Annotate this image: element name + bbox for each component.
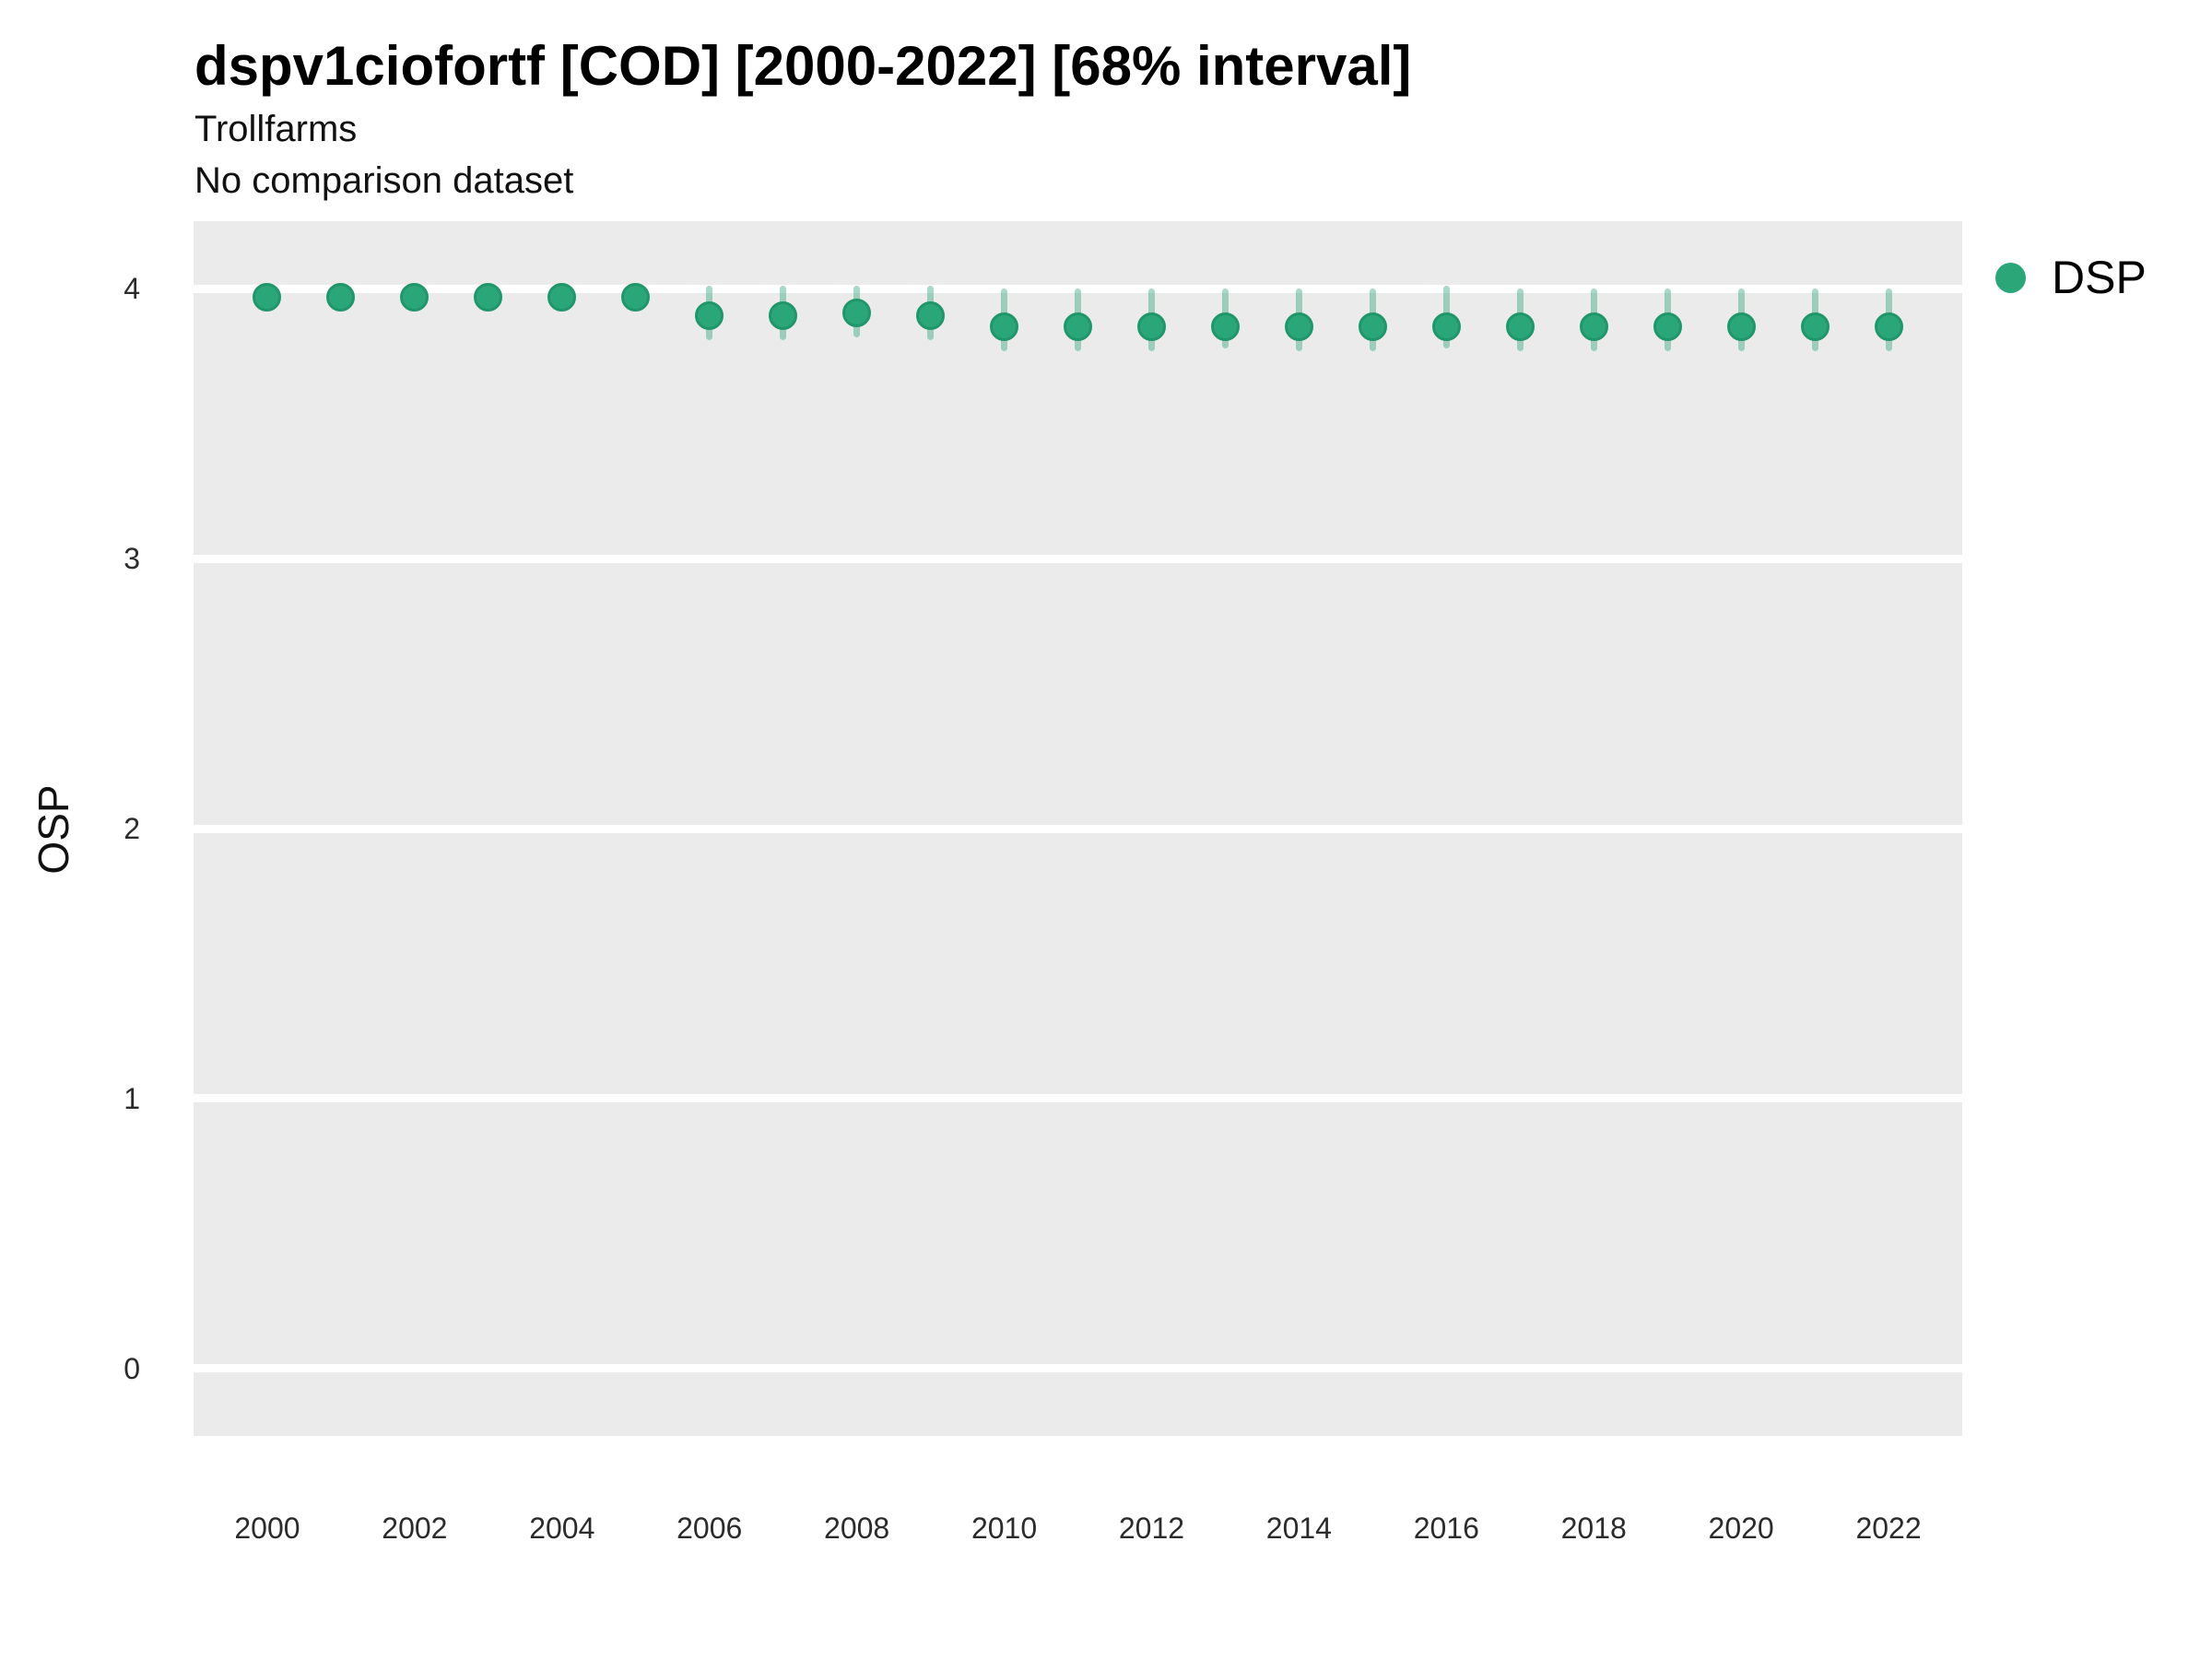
y-tick-label-4: 4: [124, 272, 140, 306]
x-tick-label-2004: 2004: [529, 1512, 595, 1545]
x-tick-label-2020: 2020: [1708, 1512, 1774, 1545]
data-point-2003: [474, 282, 503, 312]
data-point-2014: [1284, 312, 1313, 341]
data-point-2013: [1210, 312, 1240, 341]
data-point-2021: [1800, 312, 1830, 341]
data-point-2004: [547, 282, 577, 312]
data-point-2007: [769, 301, 798, 330]
data-point-2009: [916, 301, 946, 330]
data-point-2000: [253, 282, 282, 312]
y-gridline-4: [194, 284, 1962, 293]
data-point-2006: [695, 301, 724, 330]
y-gridline-2: [194, 824, 1962, 833]
y-tick-label-0: 0: [124, 1351, 140, 1385]
data-point-2008: [842, 299, 872, 328]
x-tick-label-2002: 2002: [382, 1512, 448, 1545]
x-tick-label-2006: 2006: [677, 1512, 743, 1545]
data-point-2005: [621, 282, 651, 312]
data-point-2019: [1653, 312, 1682, 341]
y-tick-label-2: 2: [124, 812, 140, 845]
x-tick-label-2022: 2022: [1855, 1512, 1922, 1545]
data-point-2016: [1431, 312, 1461, 341]
legend-label: DSP: [2052, 252, 2147, 303]
data-point-2011: [1064, 312, 1092, 341]
legend-swatch-circle: [1995, 262, 2026, 293]
chart-note: No comparison dataset: [194, 160, 574, 201]
data-point-2001: [326, 282, 356, 312]
data-point-2017: [1505, 312, 1535, 341]
x-tick-label-2008: 2008: [824, 1512, 890, 1545]
chart-title: dspv1ciofortf [COD] [2000-2022] [68% int…: [194, 35, 1412, 97]
x-tick-label-2000: 2000: [234, 1512, 300, 1545]
data-point-2012: [1136, 312, 1166, 341]
x-tick-label-2010: 2010: [971, 1512, 1038, 1545]
plot-panel: [194, 221, 1962, 1436]
data-point-2018: [1579, 312, 1608, 341]
x-tick-label-2012: 2012: [1118, 1512, 1185, 1545]
y-gridline-1: [194, 1094, 1962, 1103]
legend: DSP: [1982, 247, 2147, 308]
data-point-2010: [990, 312, 1019, 341]
y-gridline-3: [194, 554, 1962, 563]
x-tick-label-2016: 2016: [1413, 1512, 1479, 1545]
y-gridline-0: [194, 1364, 1962, 1373]
data-point-2015: [1358, 312, 1387, 341]
y-tick-label-1: 1: [124, 1081, 140, 1115]
y-tick-label-3: 3: [124, 542, 140, 576]
x-tick-label-2018: 2018: [1560, 1512, 1627, 1545]
data-point-2022: [1874, 312, 1903, 341]
x-tick-label-2014: 2014: [1265, 1512, 1332, 1545]
data-point-2002: [400, 282, 429, 312]
data-point-2020: [1726, 312, 1756, 341]
chart-subtitle: Trollfarms: [194, 109, 358, 149]
